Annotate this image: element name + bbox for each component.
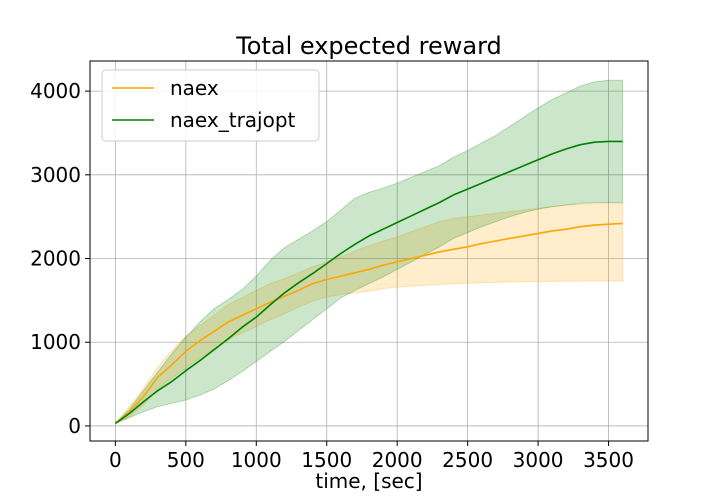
x-tick-label: 500 [167, 448, 205, 472]
legend-label-naex-trajopt: naex_trajopt [170, 108, 296, 132]
x-tick-label: 1500 [301, 448, 352, 472]
y-tick-label: 4000 [30, 79, 81, 103]
line-naex [114, 222, 623, 425]
line-naex-trajopt [114, 140, 623, 425]
series-lines [114, 140, 623, 425]
x-axis-label: time, [sec] [315, 469, 422, 493]
y-tick-label: 2000 [30, 247, 81, 271]
chart-title: Total expected reward [235, 32, 502, 60]
legend-label-naex: naex [170, 76, 219, 100]
y-axis-ticks: 0 1000 2000 3000 4000 [30, 79, 90, 438]
legend: naex naex_trajopt [101, 69, 320, 142]
x-tick-label: 3500 [583, 448, 634, 472]
x-tick-label: 3000 [513, 448, 564, 472]
x-axis-ticks: 0 500 1000 1500 2000 2500 3000 3500 [109, 441, 634, 472]
y-tick-label: 0 [68, 414, 81, 438]
band-naex [115, 202, 624, 424]
x-tick-label: 2000 [372, 448, 423, 472]
x-tick-label: 0 [109, 448, 122, 472]
y-tick-label: 3000 [30, 163, 81, 187]
x-tick-label: 2500 [442, 448, 493, 472]
legend-box [101, 69, 320, 142]
x-tick-label: 1000 [231, 448, 282, 472]
plot-frame [89, 60, 649, 442]
y-tick-label: 1000 [30, 330, 81, 354]
